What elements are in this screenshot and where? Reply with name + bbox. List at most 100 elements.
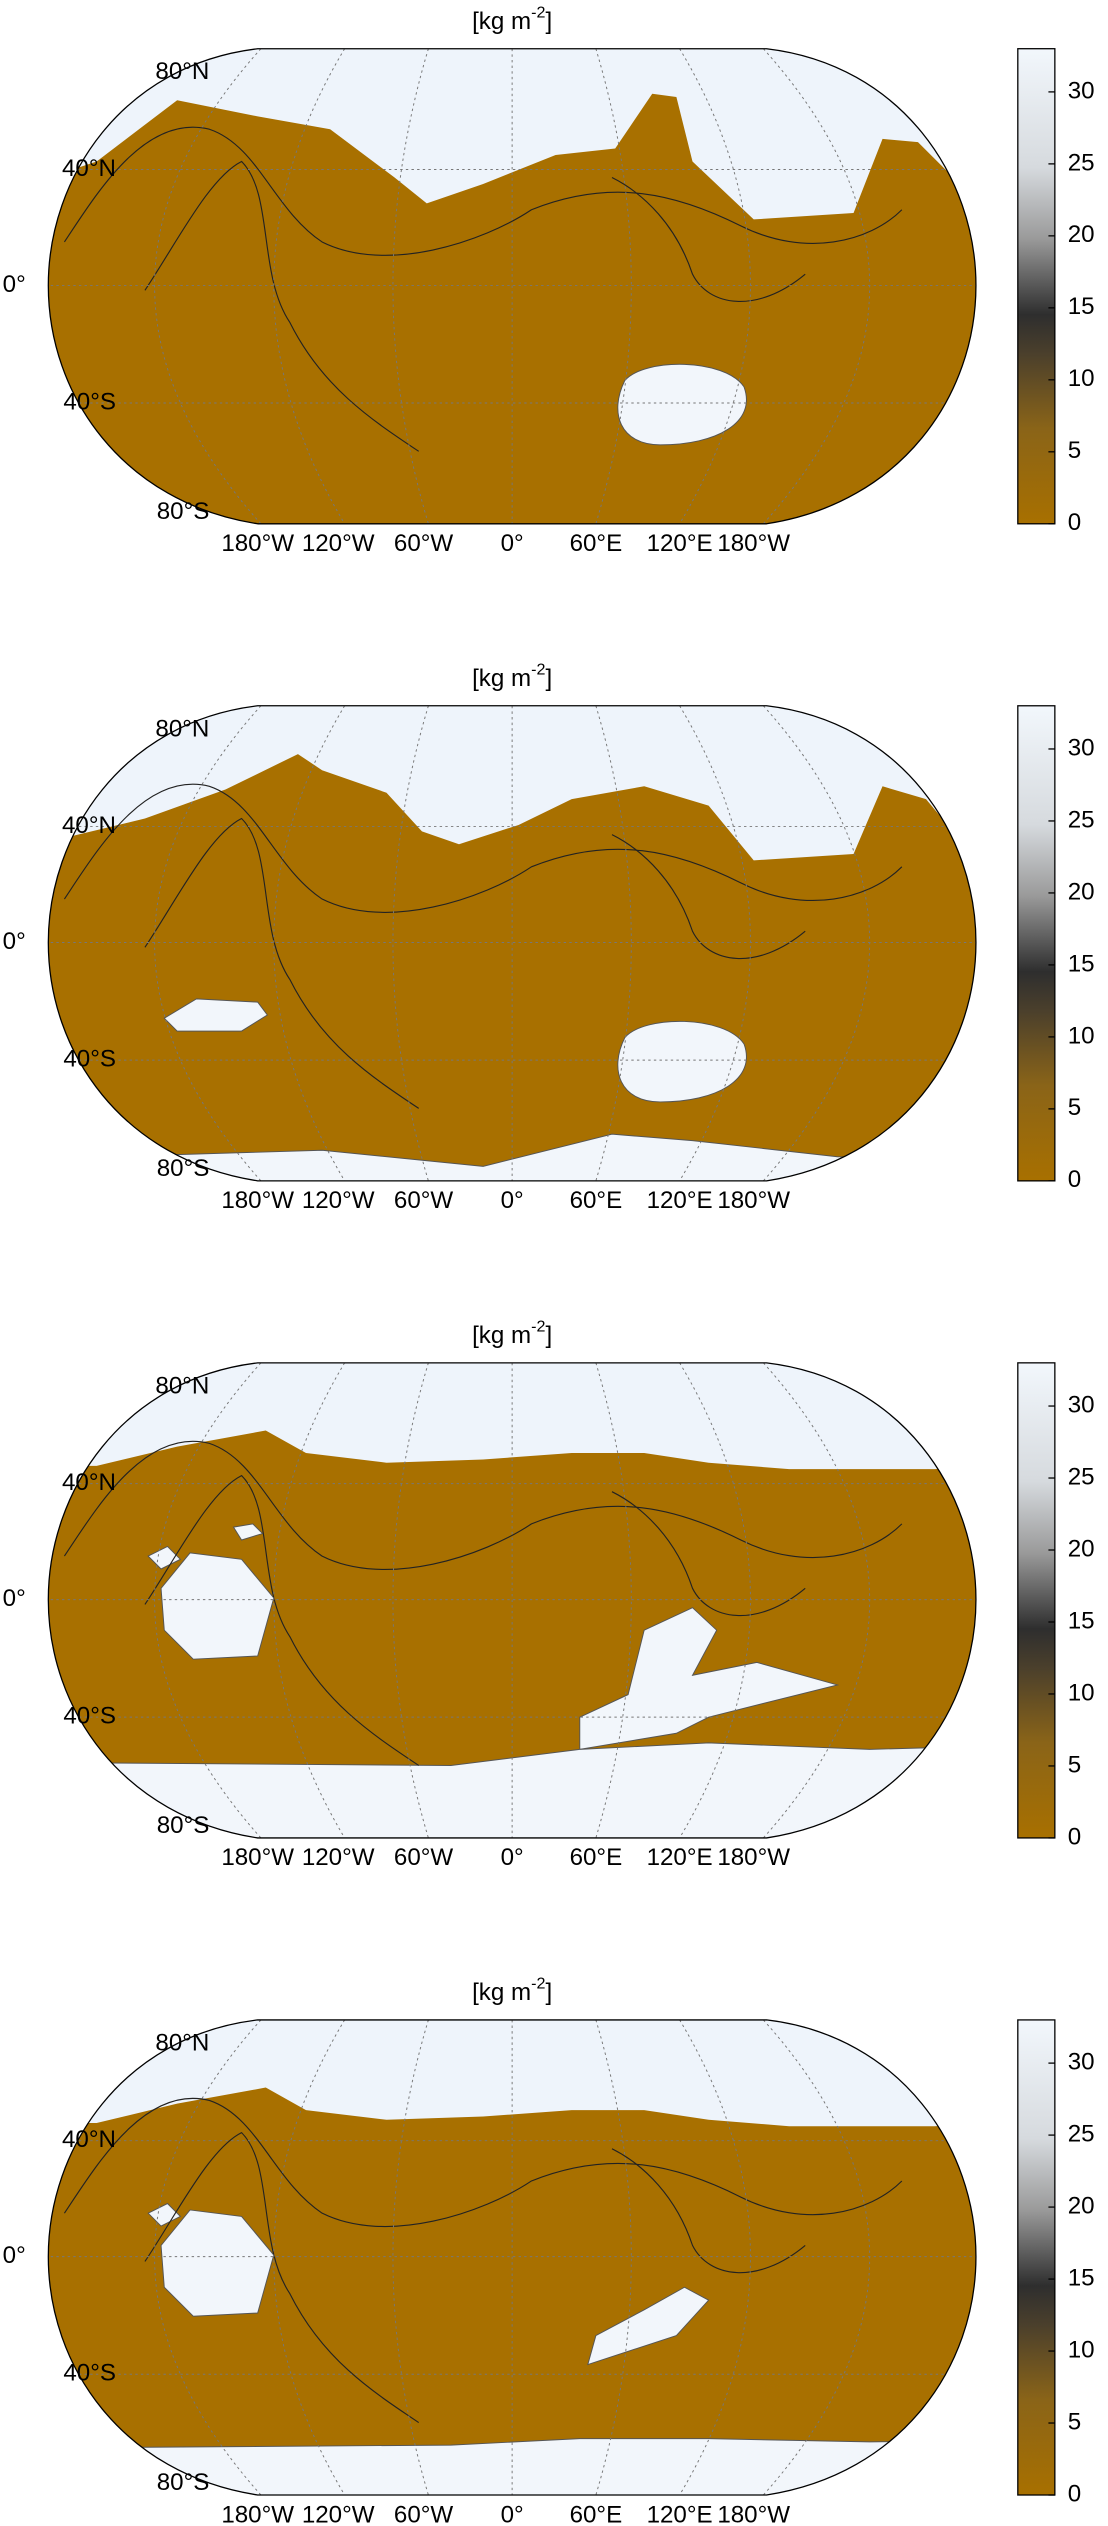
lat-label: 0° [3,2242,26,2269]
colorbar-tick-label: 30 [1068,1391,1095,1418]
north-cap [48,2019,976,2127]
lat-label: 40°S [63,388,116,415]
colorbar-tick-label: 15 [1068,950,1095,977]
map-outline [47,48,977,525]
ice-region [232,1523,264,1541]
colorbar-tick-label: 5 [1068,1094,1081,1121]
lat-label: 40°S [63,1045,116,1072]
title-part: [kg m [472,1322,531,1349]
contour [144,160,420,452]
lon-label: 60°W [394,1844,454,1871]
graticule [273,2019,346,2496]
panel-title: [kg m-2] [472,1975,552,2007]
graticule [679,1362,751,1838]
colorbar-tick-label: 0 [1068,1166,1081,1193]
contour [63,783,903,913]
lat-label: 80°S [157,2469,210,2496]
colorbar-tick-label: 25 [1068,149,1095,176]
map-outline [47,705,977,1182]
lat-label: 40°S [63,2360,116,2387]
colorbar-tick-label: 30 [1068,734,1095,761]
graticule [762,705,870,1181]
lon-label: 120°W [302,1187,375,1214]
graticule [762,48,870,524]
lat-label: 0° [3,928,26,955]
title-superscript: -2 [531,4,545,22]
contour [611,2148,806,2274]
title-superscript: -2 [531,1318,545,1336]
lat-label: 0° [3,1585,26,1612]
contour [63,2097,903,2228]
lat-label: 80°S [157,1812,210,1839]
colorbar-tick-label: 10 [1068,1022,1095,1049]
ice-region [617,1020,747,1103]
title-part: ] [545,665,552,692]
colorbar-tick-label: 25 [1068,1463,1095,1490]
colorbar-tick-label: 15 [1068,2264,1095,2291]
panel-title: [kg m-2] [472,1318,552,1350]
lon-label: 60°W [394,530,454,557]
contour [611,834,806,960]
lon-label: 120°W [302,2501,375,2526]
lon-label: 180°W [717,1187,790,1214]
lon-label: 60°W [394,2501,454,2526]
lat-label: 0° [3,271,26,298]
colorbar-tick-label: 20 [1068,1535,1095,1562]
colorbar-tick-label: 0 [1068,2480,1081,2507]
lat-label: 80°N [155,1372,209,1399]
colorbar-tick-label: 0 [1068,509,1081,536]
lon-label: 60°E [570,2501,623,2526]
graticule [679,705,751,1181]
colorbar [1017,48,1056,525]
colorbar [1017,2019,1056,2496]
graticule [762,2019,870,2496]
title-part: [kg m [472,665,531,692]
graticule [154,48,262,524]
colorbar-tick-label: 10 [1068,1679,1095,1706]
colorbar [1017,1362,1056,1839]
lat-label: 40°N [62,155,116,182]
ice-region [160,2209,275,2317]
title-part: ] [545,1980,552,2007]
lon-label: 120°E [647,2501,713,2526]
contour [144,1474,420,1766]
panel: [kg m-2] 80°N 40°N 0° 40°S 80°S 180°W 120°W 60°W… [3,1975,1095,2526]
title-part: [kg m [472,1980,531,2007]
lat-label: 80°N [155,2029,209,2056]
title-part: [kg m [472,8,531,35]
map-outline [47,2019,977,2496]
panel: [kg m-2] 80°N 40°N 0° 40°S 80°S 180°W 120°W 60°W… [3,661,1095,1215]
lon-label: 180°W [221,1187,294,1214]
ice-region [147,2202,182,2227]
ice-region [163,998,269,1032]
colorbar-tick-label: 15 [1068,1607,1095,1634]
lon-label: 120°W [302,1844,375,1871]
graticule [679,2019,751,2496]
ice-region [48,1742,976,1838]
lon-label: 60°W [394,1187,454,1214]
lon-label: 180°W [221,530,294,557]
title-part: ] [545,1322,552,1349]
colorbar-tick-label: 5 [1068,2408,1081,2435]
graticule [679,48,751,524]
ice-region [617,363,747,446]
colorbar-tick-label: 25 [1068,2120,1095,2147]
title-superscript: -2 [531,661,545,679]
graticule [273,1362,346,1838]
lon-label: 180°W [717,2501,790,2526]
colorbar-tick-label: 30 [1068,2048,1095,2075]
lon-label: 180°W [221,2501,294,2526]
lon-label: 120°E [647,530,713,557]
panel: [kg m-2] 80°N 40°N 0° 40°S 80°S 180°W 120°W 60°W… [3,4,1095,558]
contour [63,126,903,256]
graticule [154,1362,262,1838]
ice-region [160,1552,275,1660]
colorbar [1017,705,1056,1182]
map [48,705,976,1181]
graticule [273,48,346,524]
lat-label: 40°S [63,1703,116,1730]
lon-label: 120°E [647,1844,713,1871]
lon-label: 60°E [570,530,623,557]
title-superscript: -2 [531,1975,545,1993]
contour [144,2131,420,2424]
